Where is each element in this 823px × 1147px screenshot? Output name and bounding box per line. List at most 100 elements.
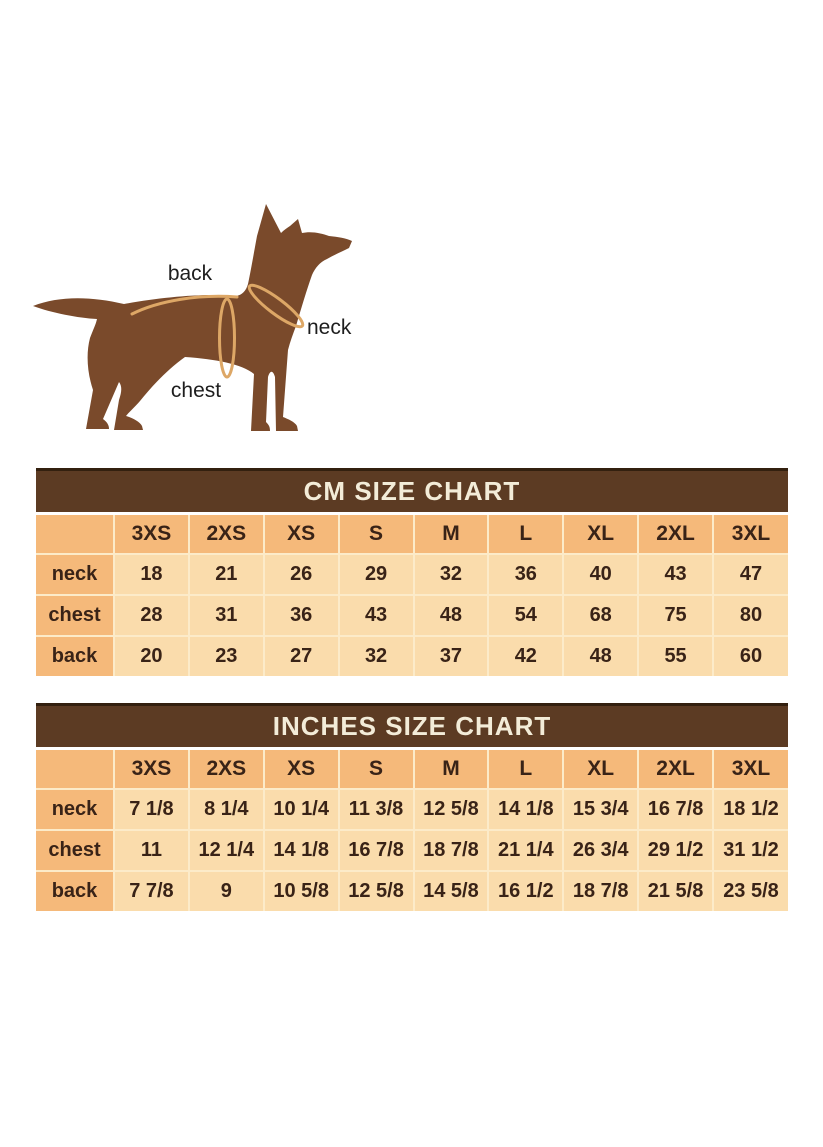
neck-measure-ellipse	[247, 283, 305, 329]
measurement-value-cell: 36	[263, 595, 340, 637]
measurement-value-cell: 42	[488, 636, 565, 676]
measurement-value-cell: 12 5/8	[338, 871, 415, 911]
measurement-value-cell: 26	[263, 554, 340, 596]
measurement-row-label: chest	[36, 595, 115, 637]
measurement-value-cell: 18 1/2	[713, 789, 788, 831]
size-header-row: 3XS 2XS XS S M L XL 2XL 3XL	[36, 515, 788, 555]
measurement-value-cell: 14 1/8	[263, 830, 340, 872]
measurement-value-cell: 15 3/4	[563, 789, 640, 831]
chest-measure-ellipse	[218, 297, 236, 379]
size-column-header: M	[413, 750, 490, 790]
measurement-value-cell: 23	[188, 636, 265, 676]
measurement-value-cell: 12 5/8	[413, 789, 490, 831]
cm-size-chart: CM SIZE CHART 3XS 2XS XS S M L XL 2XL 3XL neck 18 2…	[36, 468, 788, 676]
measurement-value-cell: 80	[713, 595, 788, 637]
size-column-header: S	[338, 750, 415, 790]
measurement-value-cell: 18 7/8	[413, 830, 490, 872]
measurement-value-cell: 29 1/2	[638, 830, 714, 872]
measurement-value-cell: 9	[188, 871, 265, 911]
corner-cell	[36, 515, 115, 555]
measurement-value-cell: 36	[488, 554, 565, 596]
inches-size-chart-title: INCHES SIZE CHART	[36, 703, 788, 747]
size-column-header: 2XL	[638, 750, 714, 790]
measurement-value-cell: 40	[563, 554, 640, 596]
measurement-row: chest 28 31 36 43 48 54 68 75 80	[36, 595, 788, 637]
measurement-value-cell: 68	[563, 595, 640, 637]
measurement-value-cell: 16 7/8	[638, 789, 714, 831]
measurement-value-cell: 14 1/8	[488, 789, 565, 831]
size-column-header: XL	[563, 750, 640, 790]
measurement-value-cell: 11	[114, 830, 190, 872]
dog-silhouette-graphic	[33, 204, 352, 431]
measurement-row: back 7 7/8 9 10 5/8 12 5/8 14 5/8 16 1/2 18 7/8…	[36, 871, 788, 911]
measurement-value-cell: 16 1/2	[488, 871, 565, 911]
measurement-value-cell: 8 1/4	[188, 789, 265, 831]
size-column-header: S	[338, 515, 415, 555]
measurement-value-cell: 37	[413, 636, 490, 676]
size-column-header: L	[488, 515, 565, 555]
measurement-value-cell: 20	[114, 636, 190, 676]
measurement-value-cell: 14 5/8	[413, 871, 490, 911]
measurement-value-cell: 55	[638, 636, 714, 676]
size-column-header: XS	[263, 750, 340, 790]
size-column-header: 3XL	[713, 750, 788, 790]
measurement-row-label: back	[36, 871, 115, 911]
size-column-header: 3XS	[114, 750, 190, 790]
measurement-value-cell: 18 7/8	[563, 871, 640, 911]
measurement-value-cell: 31	[188, 595, 265, 637]
measurement-value-cell: 21 1/4	[488, 830, 565, 872]
measurement-value-cell: 10 5/8	[263, 871, 340, 911]
measurement-value-cell: 26 3/4	[563, 830, 640, 872]
measurement-value-cell: 48	[413, 595, 490, 637]
measurement-value-cell: 32	[413, 554, 490, 596]
measurement-value-cell: 11 3/8	[338, 789, 415, 831]
size-column-header: 2XL	[638, 515, 714, 555]
measurement-value-cell: 12 1/4	[188, 830, 265, 872]
measurement-value-cell: 47	[713, 554, 788, 596]
measurement-row-label: neck	[36, 554, 115, 596]
measurement-row: chest 11 12 1/4 14 1/8 16 7/8 18 7/8 21 1/4 26 …	[36, 830, 788, 872]
measurement-row: neck 7 1/8 8 1/4 10 1/4 11 3/8 12 5/8 14 1/8 15…	[36, 789, 788, 831]
measurement-value-cell: 31 1/2	[713, 830, 788, 872]
measurement-value-cell: 60	[713, 636, 788, 676]
measurement-value-cell: 21 5/8	[638, 871, 714, 911]
measurement-value-cell: 28	[114, 595, 190, 637]
back-measure-line	[130, 294, 239, 316]
measurement-value-cell: 48	[563, 636, 640, 676]
measurement-value-cell: 29	[338, 554, 415, 596]
dog-silhouette	[33, 204, 352, 431]
dog-measurement-diagram: back neck chest	[30, 190, 390, 450]
size-column-header: 2XS	[188, 515, 265, 555]
measurement-row-label: chest	[36, 830, 115, 872]
inches-size-chart: INCHES SIZE CHART 3XS 2XS XS S M L XL 2XL 3XL nec…	[36, 703, 788, 911]
measurement-value-cell: 21	[188, 554, 265, 596]
size-column-header: 2XS	[188, 750, 265, 790]
measurement-row-label: neck	[36, 789, 115, 831]
measurement-row: neck 18 21 26 29 32 36 40 43 47	[36, 554, 788, 596]
size-column-header: 3XL	[713, 515, 788, 555]
measurement-value-cell: 32	[338, 636, 415, 676]
inches-size-table: 3XS 2XS XS S M L XL 2XL 3XL neck 7 1/8 8 1/4 10 1/4 1…	[36, 750, 788, 911]
size-column-header: L	[488, 750, 565, 790]
measurement-value-cell: 43	[338, 595, 415, 637]
measurement-value-cell: 23 5/8	[713, 871, 788, 911]
measurement-value-cell: 7 7/8	[114, 871, 190, 911]
measurement-value-cell: 54	[488, 595, 565, 637]
neck-measurement-label: neck	[307, 316, 352, 339]
measurement-value-cell: 18	[114, 554, 190, 596]
cm-size-table: 3XS 2XS XS S M L XL 2XL 3XL neck 18 21 26 29 32 36 40 43 4…	[36, 515, 788, 676]
measurement-value-cell: 7 1/8	[114, 789, 190, 831]
measurement-value-cell: 27	[263, 636, 340, 676]
corner-cell	[36, 750, 115, 790]
measurement-value-cell: 43	[638, 554, 714, 596]
cm-size-chart-title: CM SIZE CHART	[36, 468, 788, 512]
chest-measurement-label: chest	[170, 379, 222, 402]
back-measurement-label: back	[167, 262, 213, 285]
size-column-header: 3XS	[114, 515, 190, 555]
size-column-header: XL	[563, 515, 640, 555]
size-column-header: XS	[263, 515, 340, 555]
measurement-row: back 20 23 27 32 37 42 48 55 60	[36, 636, 788, 676]
size-column-header: M	[413, 515, 490, 555]
measurement-value-cell: 10 1/4	[263, 789, 340, 831]
